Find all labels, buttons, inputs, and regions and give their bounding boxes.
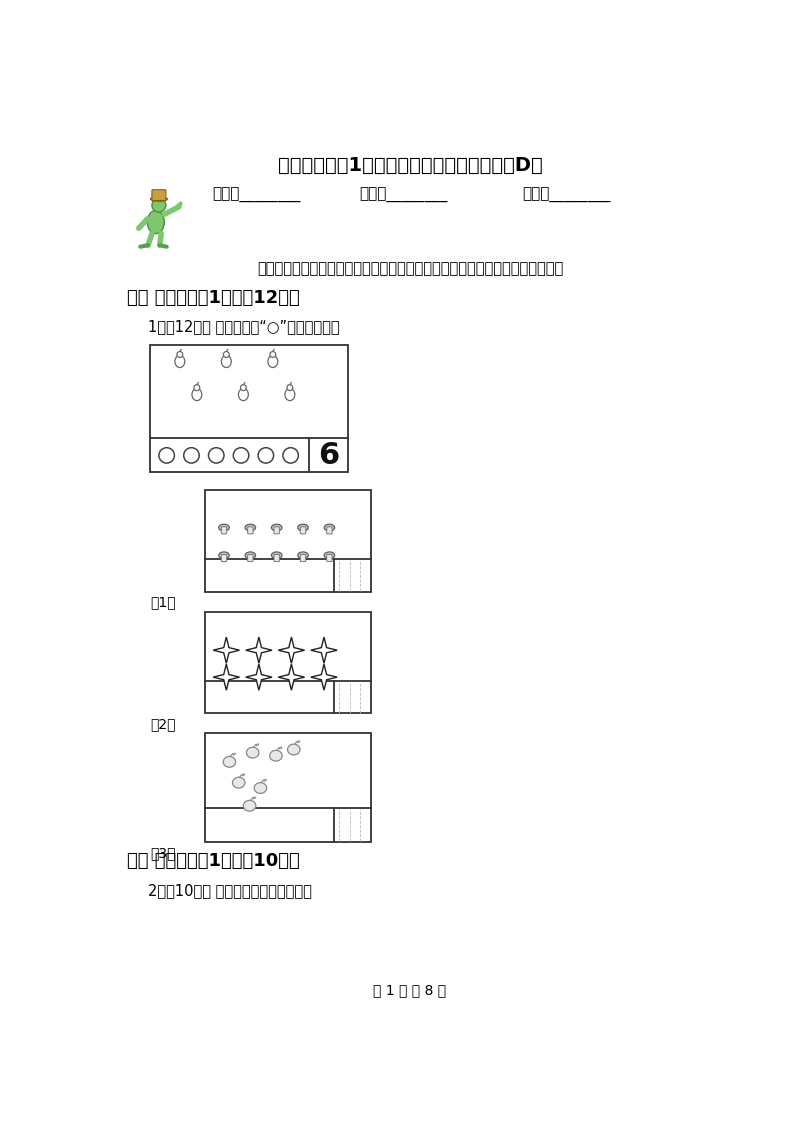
Ellipse shape: [218, 552, 230, 559]
Ellipse shape: [223, 756, 236, 767]
Ellipse shape: [287, 385, 293, 391]
Circle shape: [159, 447, 174, 463]
Ellipse shape: [279, 747, 282, 749]
Text: 一、 圈一圈（共1题；內12分）: 一、 圈一圈（共1题；內12分）: [127, 289, 300, 307]
Ellipse shape: [175, 355, 185, 368]
FancyBboxPatch shape: [274, 555, 279, 561]
FancyBboxPatch shape: [326, 555, 332, 561]
FancyBboxPatch shape: [300, 555, 306, 561]
Ellipse shape: [245, 524, 256, 531]
Ellipse shape: [233, 753, 235, 755]
Text: 姓名：________: 姓名：________: [212, 188, 301, 204]
Bar: [205, 490, 371, 592]
Ellipse shape: [246, 747, 259, 758]
Ellipse shape: [218, 524, 230, 531]
Ellipse shape: [222, 355, 231, 368]
Polygon shape: [278, 664, 305, 691]
Text: （3）: （3）: [150, 846, 176, 860]
Polygon shape: [213, 664, 239, 691]
FancyBboxPatch shape: [222, 555, 226, 561]
Ellipse shape: [241, 385, 246, 391]
Ellipse shape: [147, 211, 164, 233]
Text: 1．（12分） 数一数，画“○”，再写出数。: 1．（12分） 数一数，画“○”，再写出数。: [148, 319, 340, 334]
Ellipse shape: [297, 740, 300, 743]
Circle shape: [258, 447, 274, 463]
Ellipse shape: [242, 774, 245, 775]
Ellipse shape: [287, 744, 300, 755]
FancyBboxPatch shape: [274, 526, 279, 534]
Ellipse shape: [271, 524, 282, 531]
Text: 二、 连一连（共1题；內10分）: 二、 连一连（共1题；內10分）: [127, 852, 300, 871]
Circle shape: [184, 447, 199, 463]
Polygon shape: [310, 664, 337, 691]
Ellipse shape: [194, 385, 200, 391]
Text: 新人教版小学1年级数学上册第一单元测试卷D卷: 新人教版小学1年级数学上册第一单元测试卷D卷: [278, 155, 542, 174]
Ellipse shape: [324, 524, 334, 531]
Ellipse shape: [238, 388, 248, 401]
Polygon shape: [246, 637, 272, 663]
Text: （2）: （2）: [150, 718, 176, 731]
Circle shape: [209, 447, 224, 463]
Bar: [150, 345, 348, 472]
Polygon shape: [246, 664, 272, 691]
FancyBboxPatch shape: [222, 526, 226, 534]
FancyBboxPatch shape: [326, 526, 332, 534]
Polygon shape: [278, 637, 305, 663]
Ellipse shape: [233, 778, 245, 788]
Ellipse shape: [152, 198, 166, 212]
FancyBboxPatch shape: [248, 555, 253, 561]
Ellipse shape: [150, 197, 167, 201]
Text: 2．（10分） 把同样多的用线连起来。: 2．（10分） 把同样多的用线连起来。: [148, 883, 312, 898]
Text: 成绩：________: 成绩：________: [522, 188, 610, 204]
Ellipse shape: [270, 352, 276, 358]
Ellipse shape: [192, 388, 202, 401]
Ellipse shape: [254, 782, 266, 794]
Bar: [205, 732, 371, 842]
FancyBboxPatch shape: [300, 526, 306, 534]
Circle shape: [283, 447, 298, 463]
Ellipse shape: [264, 779, 266, 781]
Text: 班级：________: 班级：________: [360, 188, 448, 204]
Ellipse shape: [298, 524, 308, 531]
FancyBboxPatch shape: [248, 526, 253, 534]
Polygon shape: [310, 637, 337, 663]
FancyBboxPatch shape: [152, 190, 166, 200]
Ellipse shape: [324, 552, 334, 559]
Ellipse shape: [271, 552, 282, 559]
Text: （1）: （1）: [150, 595, 176, 609]
Text: 同学们，经过一段时间的学习，你一定长进不少，让我们好好检验一下自己吧！: 同学们，经过一段时间的学习，你一定长进不少，让我们好好检验一下自己吧！: [257, 260, 563, 276]
Ellipse shape: [243, 800, 256, 812]
Ellipse shape: [270, 751, 282, 761]
Polygon shape: [213, 637, 239, 663]
Bar: [205, 611, 371, 713]
Ellipse shape: [177, 352, 182, 358]
Text: 第 1 页 共 8 页: 第 1 页 共 8 页: [374, 984, 446, 997]
Ellipse shape: [245, 552, 256, 559]
Text: 6: 6: [318, 440, 339, 470]
Circle shape: [234, 447, 249, 463]
Ellipse shape: [256, 744, 258, 746]
Ellipse shape: [285, 388, 295, 401]
Ellipse shape: [253, 797, 255, 799]
Ellipse shape: [223, 352, 230, 358]
Ellipse shape: [298, 552, 308, 559]
Ellipse shape: [268, 355, 278, 368]
